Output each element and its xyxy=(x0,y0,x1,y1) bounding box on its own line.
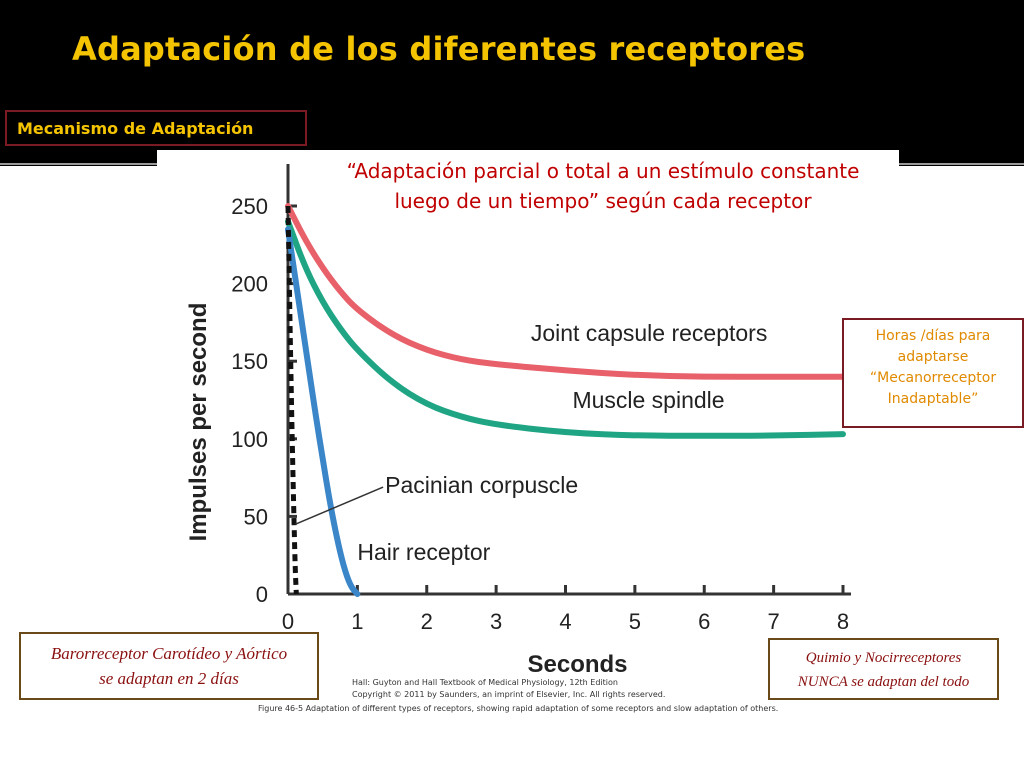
note-line: Quimio y Nocirreceptores xyxy=(805,650,962,666)
x-axis-label: Seconds xyxy=(527,651,627,678)
y-axis-label: Impulses per second xyxy=(185,303,212,542)
x-tick-label: 0 xyxy=(282,609,294,634)
note-box-horas: Horas /días para adaptarse “Mecanorrecep… xyxy=(842,318,1024,428)
annotation-label: Muscle spindle xyxy=(572,387,724,413)
annotation-pointer xyxy=(295,486,384,525)
credit-line-2: Copyright © 2011 by Saunders, an imprint… xyxy=(352,690,666,699)
x-tick-label: 4 xyxy=(559,609,571,634)
x-tick-label: 8 xyxy=(837,609,849,634)
series-hair-receptor xyxy=(285,226,361,597)
y-tick-label: 200 xyxy=(231,272,268,297)
x-tick-label: 5 xyxy=(629,609,641,634)
quote-text: “Adaptación parcial o total a un estímul… xyxy=(320,156,886,216)
quote-line-1: “Adaptación parcial o total a un estímul… xyxy=(346,159,860,183)
y-tick-label: 250 xyxy=(231,194,268,219)
x-tick-label: 6 xyxy=(698,609,710,634)
chart: 0 1 2 3 4 5 6 7 8 0 50 100 150 200 250 Seconds Impulses … xyxy=(185,164,851,678)
annotation-label: Hair receptor xyxy=(357,539,490,565)
annotation-label: Joint capsule receptors xyxy=(531,320,768,346)
note-line: adaptarse xyxy=(897,349,969,365)
x-tick-label: 7 xyxy=(768,609,780,634)
quote-line-2: luego de un tiempo” según cada receptor xyxy=(394,189,812,213)
series-muscle-spindle xyxy=(285,218,846,439)
y-tick-label: 150 xyxy=(231,349,268,374)
y-tick-label: 100 xyxy=(231,427,268,452)
x-tick-label: 1 xyxy=(351,609,363,634)
note-line: Barorreceptor Carotídeo y Aórtico xyxy=(50,644,288,663)
y-tick-label: 0 xyxy=(256,582,268,607)
note-line: Inadaptable” xyxy=(887,391,979,407)
credit-line-1: Hall: Guyton and Hall Textbook of Medica… xyxy=(352,678,618,687)
note-line: NUNCA se adaptan del todo xyxy=(797,674,970,690)
series-joint-capsule xyxy=(285,203,846,380)
mechanism-label: Mecanismo de Adaptación xyxy=(5,110,307,146)
y-tick-label: 50 xyxy=(244,504,268,529)
note-box-barorreceptor: Barorreceptor Carotídeo y Aórtico se ada… xyxy=(19,632,319,700)
note-line: “Mecanorreceptor xyxy=(869,370,997,386)
note-line: Horas /días para xyxy=(875,328,991,344)
series-pacinian-corpuscle xyxy=(285,205,299,595)
x-tick-label: 3 xyxy=(490,609,502,634)
note-line: se adaptan en 2 días xyxy=(99,669,239,688)
chart-area: 0 1 2 3 4 5 6 7 8 0 50 100 150 200 250 Seconds Impulses … xyxy=(157,150,899,718)
annotation-label: Pacinian corpuscle xyxy=(385,472,578,498)
x-tick-label: 2 xyxy=(421,609,433,634)
figure-caption: Figure 46-5 Adaptation of different type… xyxy=(258,704,779,713)
note-box-quimio: Quimio y Nocirreceptores NUNCA se adapta… xyxy=(768,638,999,700)
slide-title: Adaptación de los diferentes receptores xyxy=(72,30,806,68)
